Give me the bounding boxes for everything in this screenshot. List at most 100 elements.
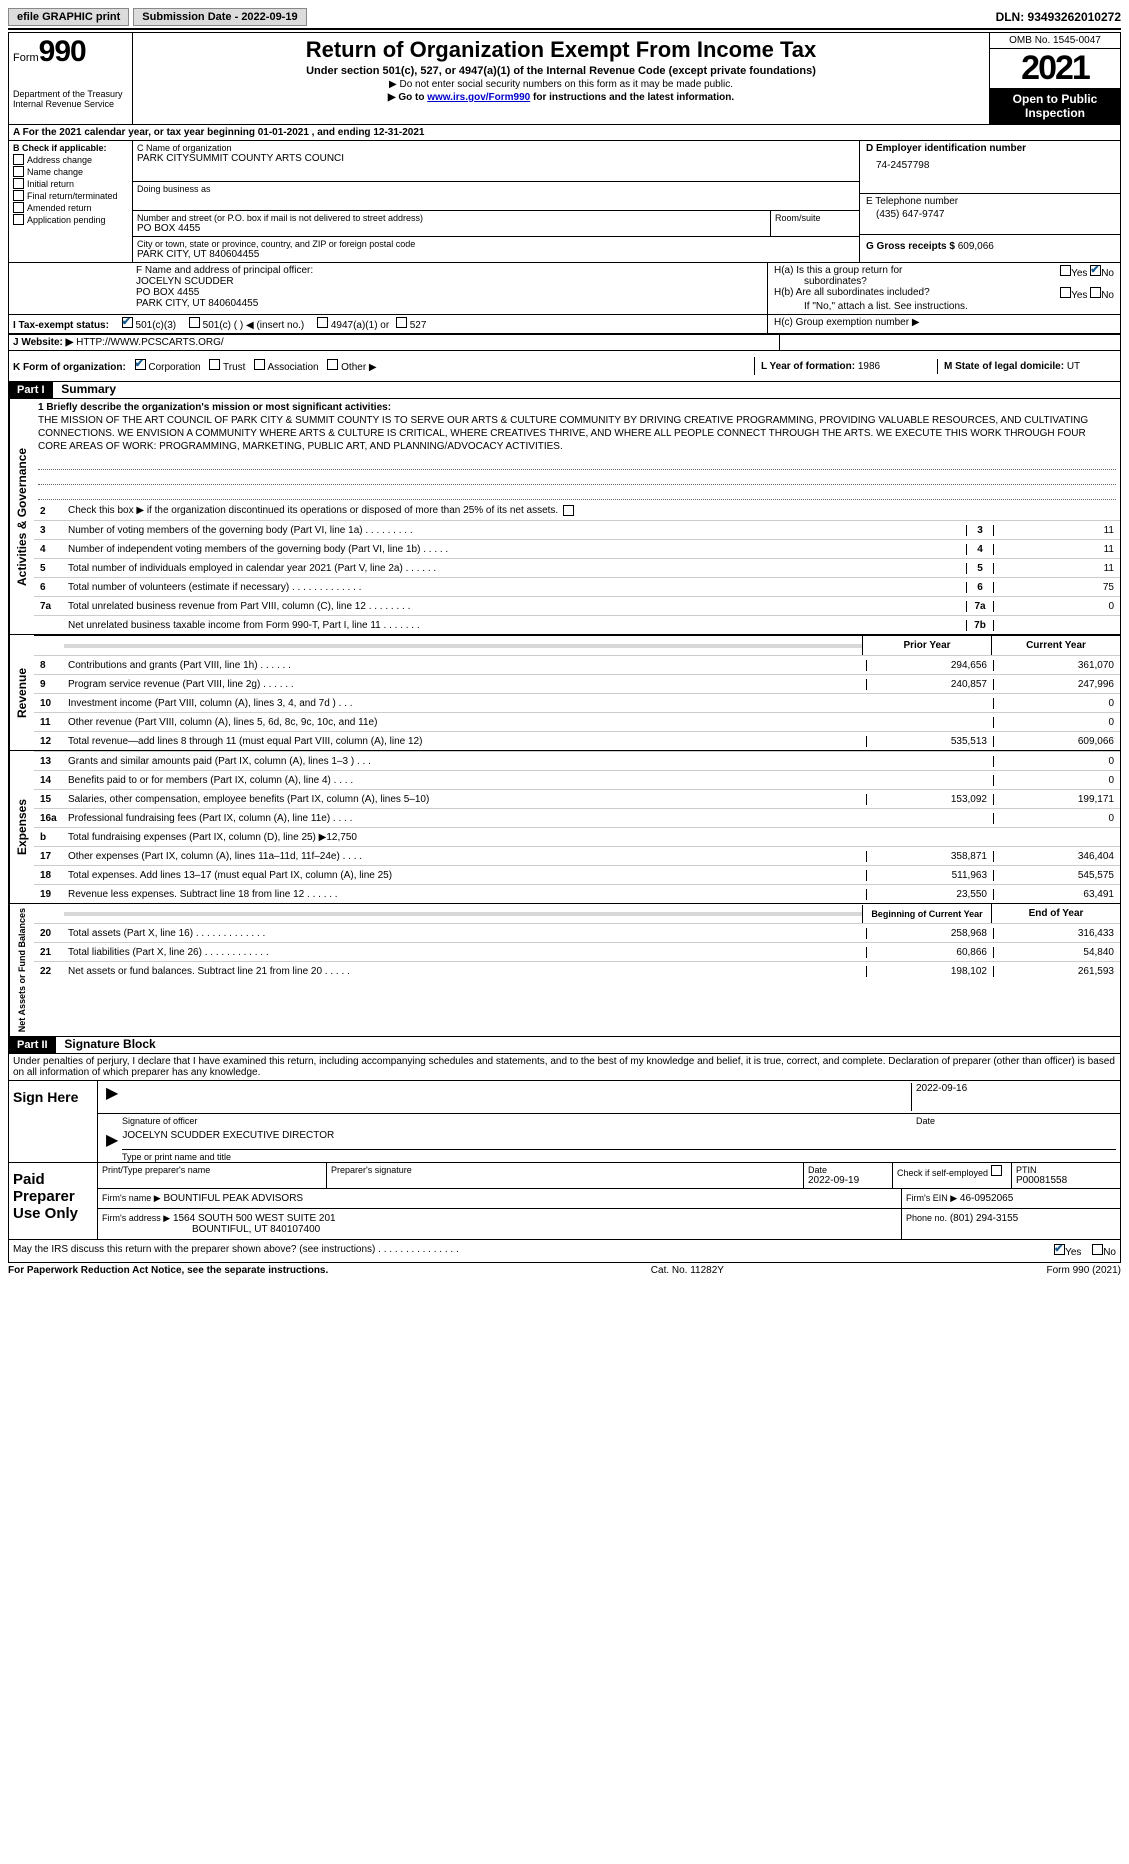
cb-application[interactable] (13, 214, 24, 225)
expenses-section: Expenses 13 Grants and similar amounts p… (8, 751, 1121, 904)
cb-trust[interactable] (209, 359, 220, 370)
period-row: A For the 2021 calendar year, or tax yea… (8, 125, 1121, 141)
part2-title: Signature Block (58, 1035, 161, 1053)
ptin-value: P00081558 (1016, 1175, 1116, 1186)
cb-501c3[interactable] (122, 317, 133, 328)
cb-address-change[interactable] (13, 154, 24, 165)
website-value: HTTP://WWW.PCSCARTS.ORG/ (76, 337, 224, 348)
governance-vert: Activities & Governance (9, 399, 34, 634)
line-num: 10 (34, 698, 64, 709)
lbl-address-change: Address change (27, 155, 92, 165)
line-desc: Number of independent voting members of … (64, 542, 966, 557)
form-org-row: K Form of organization: Corporation Trus… (8, 351, 1121, 382)
line-desc: Net unrelated business taxable income fr… (64, 618, 966, 633)
org-name: PARK CITYSUMMIT COUNTY ARTS COUNCI (137, 153, 855, 164)
cb-hb-no[interactable] (1090, 287, 1101, 298)
penalty-text: Under penalties of perjury, I declare th… (8, 1054, 1121, 1080)
arrow-icon: ▶ (102, 1083, 122, 1111)
addr-value: PO BOX 4455 (137, 223, 766, 234)
cb-assoc[interactable] (254, 359, 265, 370)
cb-amended[interactable] (13, 202, 24, 213)
lbl-yes: Yes (1071, 268, 1087, 279)
form-title: Return of Organization Exempt From Incom… (143, 37, 979, 63)
website-row: J Website: ▶ HTTP://WWW.PCSCARTS.ORG/ (8, 335, 1121, 351)
current-val: 0 (993, 698, 1120, 709)
cb-initial-return[interactable] (13, 178, 24, 189)
cb-527[interactable] (396, 317, 407, 328)
identity-block: B Check if applicable: Address change Na… (8, 141, 1121, 263)
cb-self-employed[interactable] (991, 1165, 1002, 1176)
line-desc: Total fundraising expenses (Part IX, col… (64, 830, 866, 845)
efile-print-button[interactable]: efile GRAPHIC print (8, 8, 129, 26)
line-cell: 7b (966, 620, 994, 631)
irs-label: Internal Revenue Service (13, 99, 128, 109)
sig-date-label: Date (912, 1116, 1116, 1126)
cb-discuss-no[interactable] (1092, 1244, 1103, 1255)
website-label: J Website: ▶ (13, 337, 73, 348)
sign-name: JOCELYN SCUDDER EXECUTIVE DIRECTOR (122, 1130, 1116, 1150)
prep-date: 2022-09-19 (808, 1175, 888, 1186)
tax-exempt-row: I Tax-exempt status: 501(c)(3) 501(c) ( … (8, 315, 1121, 335)
line-cell: 7a (966, 601, 994, 612)
dln-label: DLN: 93493262010272 (996, 10, 1121, 24)
line-num: 3 (34, 525, 64, 536)
line-desc: Number of voting members of the governin… (64, 523, 966, 538)
prior-val: 535,513 (866, 736, 993, 747)
current-val: 247,996 (993, 679, 1120, 690)
cb-discuss-yes[interactable] (1054, 1244, 1065, 1255)
line-desc: Other expenses (Part IX, column (A), lin… (64, 849, 866, 864)
cb-corp[interactable] (135, 359, 146, 370)
prior-val: 294,656 (866, 660, 993, 671)
prep-print-label: Print/Type preparer's name (98, 1163, 327, 1188)
cb-501c[interactable] (189, 317, 200, 328)
firm-name: BOUNTIFUL PEAK ADVISORS (163, 1193, 303, 1204)
line-num: 8 (34, 660, 64, 671)
line-desc: Total expenses. Add lines 13–17 (must eq… (64, 868, 866, 883)
lbl-discuss-yes: Yes (1065, 1247, 1081, 1258)
line-num: 15 (34, 794, 64, 805)
cb-line2[interactable] (563, 505, 574, 516)
line-desc: Total number of individuals employed in … (64, 561, 966, 576)
footer-center: Cat. No. 11282Y (651, 1265, 724, 1276)
line-desc: Revenue less expenses. Subtract line 18 … (64, 887, 866, 902)
gross-label: G Gross receipts $ (866, 241, 955, 252)
submission-date-button[interactable]: Submission Date - 2022-09-19 (133, 8, 306, 26)
cb-ha-yes[interactable] (1060, 265, 1071, 276)
tax-exempt-label: I Tax-exempt status: (13, 320, 109, 331)
cb-name-change[interactable] (13, 166, 24, 177)
dept-label: Department of the Treasury (13, 89, 128, 99)
lbl-yes2: Yes (1071, 290, 1087, 301)
line-num: 19 (34, 889, 64, 900)
current-val: 0 (993, 717, 1120, 728)
current-val: 609,066 (993, 736, 1120, 747)
line-num: 21 (34, 947, 64, 958)
cb-other[interactable] (327, 359, 338, 370)
city-label: City or town, state or province, country… (137, 239, 855, 249)
mission-label: 1 Briefly describe the organization's mi… (38, 402, 391, 413)
officer-addr1: PO BOX 4455 (136, 287, 763, 298)
current-val: 0 (993, 813, 1120, 824)
line-num: 14 (34, 775, 64, 786)
line-num: 16a (34, 813, 64, 824)
lbl-application: Application pending (27, 215, 106, 225)
cb-4947[interactable] (317, 317, 328, 328)
addr-label: Number and street (or P.O. box if mail i… (137, 213, 766, 223)
hc-row: H(c) Group exemption number ▶ (768, 315, 1120, 334)
current-val: 545,575 (993, 870, 1120, 881)
ptin-label: PTIN (1016, 1165, 1116, 1175)
line-num: 9 (34, 679, 64, 690)
preparer-label: Paid Preparer Use Only (9, 1163, 98, 1239)
cb-final-return[interactable] (13, 190, 24, 201)
sign-here-label: Sign Here (9, 1081, 98, 1162)
irs-link[interactable]: www.irs.gov/Form990 (427, 92, 530, 103)
prep-check-label: Check if self-employed (897, 1168, 988, 1178)
firm-phone: (801) 294-3155 (950, 1213, 1018, 1224)
note-goto: ▶ Go to (388, 92, 427, 103)
discuss-row: May the IRS discuss this return with the… (8, 1240, 1121, 1263)
prep-sig-label: Preparer's signature (327, 1163, 804, 1188)
cb-ha-no[interactable] (1090, 265, 1101, 276)
governance-section: Activities & Governance 1 Briefly descri… (8, 399, 1121, 635)
col-current: Current Year (991, 636, 1120, 655)
cb-hb-yes[interactable] (1060, 287, 1071, 298)
col-beginning: Beginning of Current Year (862, 905, 991, 923)
